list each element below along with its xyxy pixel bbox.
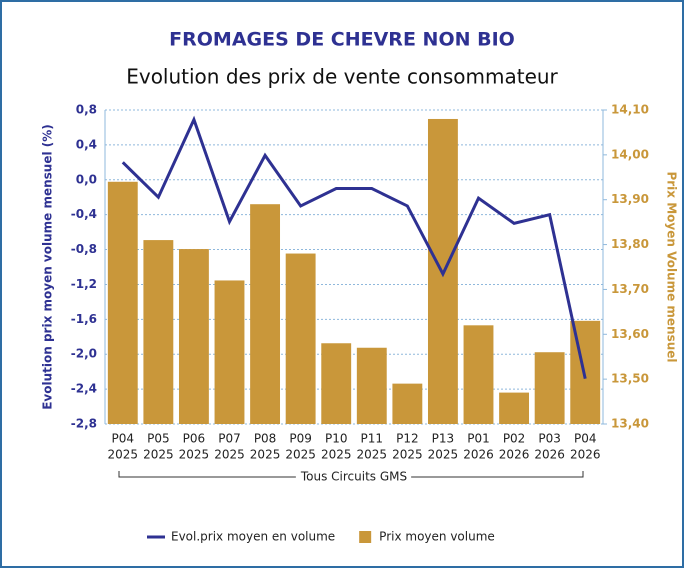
bar [107,181,138,424]
bar [356,347,387,424]
y-tick-label: -1,2 [71,277,97,291]
x-tick-label: 2025 [143,448,174,462]
x-tick-label: 2025 [357,448,388,462]
x-tick-label: 2025 [179,448,210,462]
y-tick-label: -2,0 [71,347,97,361]
x-tick-label: 2025 [250,448,281,462]
chart-subtitle: Evolution des prix de vente consommateur [126,65,558,89]
chart-title: FROMAGES DE CHEVRE NON BIO [169,29,515,51]
x-tick-label: P06 [183,432,206,446]
y2-tick-label: 13,50 [611,372,649,386]
x-tick-label: P13 [432,432,455,446]
y-tick-label: -0,4 [71,207,97,221]
bar [392,383,423,424]
x-tick-label: 2026 [570,448,601,462]
x-tick-label: 2026 [463,448,494,462]
bar [250,204,281,424]
bar [178,249,209,424]
bar [499,392,530,424]
bar [463,325,494,424]
bar [534,352,565,424]
x-tick-label: P12 [396,432,419,446]
x-tick-label: P10 [325,432,348,446]
y2-tick-label: 13,40 [611,417,649,431]
x-tick-label: P04 [574,432,597,446]
x-tick-label: 2025 [285,448,316,462]
bar [214,280,245,424]
x-tick-label: P02 [503,432,526,446]
x-tick-label: P05 [147,432,170,446]
x-tick-label: P08 [254,432,277,446]
group-label: Tous Circuits GMS [300,470,407,484]
x-tick-label: 2025 [428,448,459,462]
bar [321,343,352,424]
y2-tick-label: 13,80 [611,237,649,251]
y2-tick-label: 14,10 [611,103,649,117]
x-tick-label: 2025 [321,448,352,462]
y-tick-label: 0,4 [76,137,97,151]
bar [143,240,174,424]
y-tick-label: 0,8 [76,103,97,117]
y2-tick-label: 13,70 [611,282,649,296]
y-tick-label: -2,8 [71,417,97,431]
legend-label: Evol.prix moyen en volume [171,530,335,544]
y-tick-label: -2,4 [71,382,97,396]
x-tick-label: P01 [467,432,490,446]
y2-axis-label: Prix Moyen Volume mensuel [665,171,679,362]
y-tick-label: 0,0 [76,172,97,186]
legend-swatch [359,531,372,543]
y2-tick-label: 13,90 [611,192,649,206]
y2-tick-label: 14,00 [611,147,649,161]
y-tick-label: -0,8 [71,242,97,256]
legend-label: Prix moyen volume [379,530,495,544]
x-tick-label: 2026 [534,448,565,462]
x-tick-label: P09 [289,432,312,446]
x-tick-label: P07 [218,432,241,446]
x-tick-label: 2026 [499,448,530,462]
x-tick-label: 2025 [214,448,245,462]
group-label-bg [295,469,412,484]
x-tick-label: 2025 [108,448,139,462]
y-axis-label: Evolution prix moyen volume mensuel (%) [41,124,55,410]
x-tick-label: P04 [112,432,135,446]
y2-tick-label: 13,60 [611,327,649,341]
x-tick-label: 2025 [392,448,423,462]
x-tick-label: P11 [361,432,384,446]
x-tick-label: P03 [538,432,561,446]
bar [285,253,316,424]
y-tick-label: -1,6 [71,312,97,326]
line [121,115,587,379]
